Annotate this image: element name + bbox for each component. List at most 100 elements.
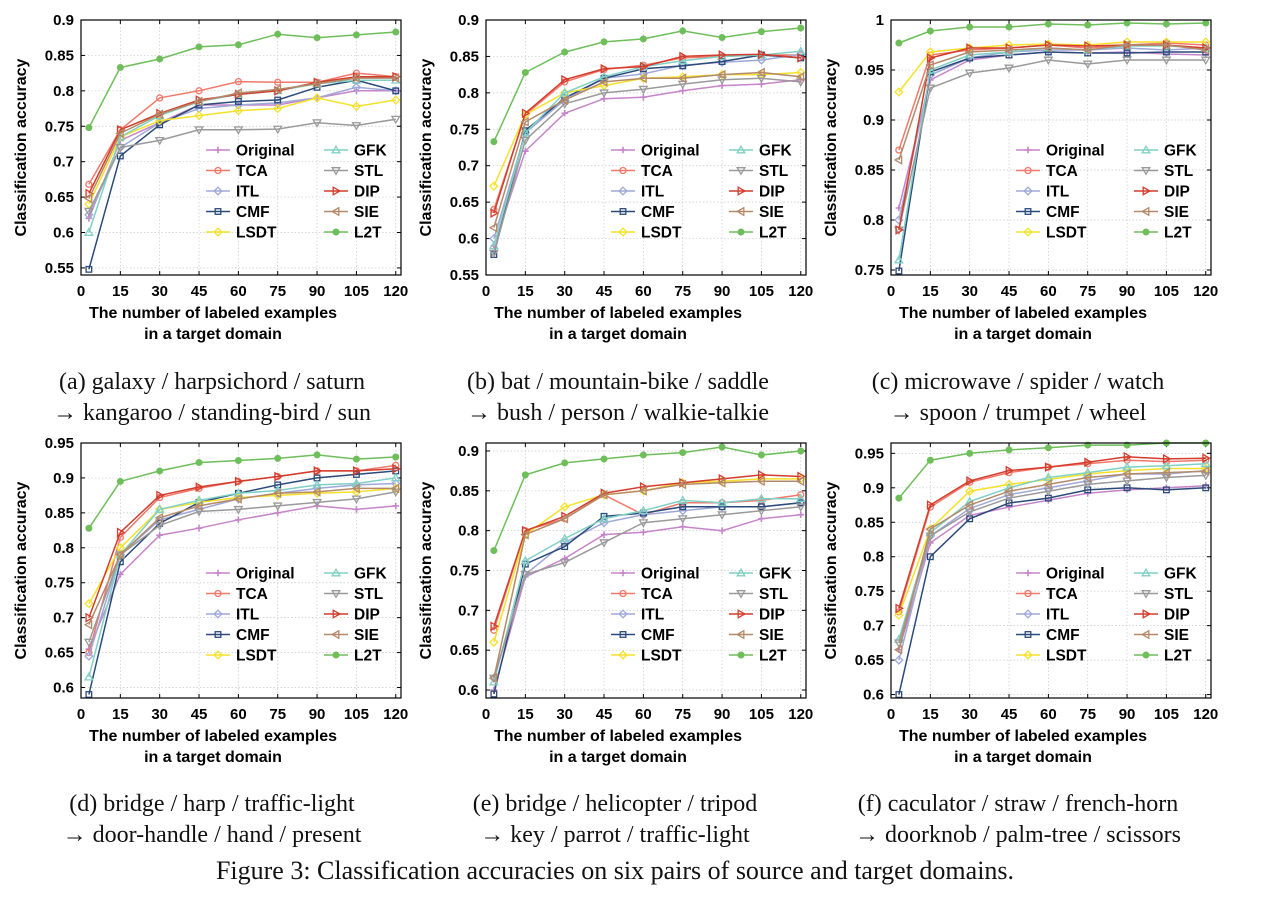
legend-item-gfk: GFK	[729, 566, 793, 583]
legend-swatch-marker	[332, 651, 340, 659]
legend-swatch-marker	[1024, 146, 1032, 154]
data-point-sie	[83, 619, 93, 630]
data-point-l2t	[490, 138, 498, 146]
y-axis-label: Classification accuracy	[823, 481, 840, 659]
legend-label-original: Original	[1046, 566, 1105, 583]
data-point-stl	[83, 207, 94, 217]
data-point-stl	[1082, 480, 1093, 490]
data-point-original	[1005, 503, 1013, 511]
legend-label-sie: SIE	[1164, 627, 1189, 644]
y-tick-label: 0.9	[53, 12, 74, 29]
data-point-stl	[233, 505, 244, 515]
series-line-dip	[493, 474, 801, 627]
x-tick-label: 0	[887, 706, 895, 723]
chart-svg-a: 0.55 0.6 0.65 0.7 0.75 0.8 0.85 0.9 0 15 30 45 60 75 9…	[13, 12, 408, 343]
x-tick-label: 120	[788, 283, 813, 300]
data-point-l2t	[600, 38, 608, 46]
subcaption-a-line1: (a) galaxy / harpsichord / saturn	[59, 369, 365, 395]
data-point-cmf	[895, 691, 903, 699]
data-point-sie	[311, 78, 321, 89]
data-point-cmf	[392, 87, 400, 95]
y-tick-label: 0.8	[53, 540, 74, 557]
data-point-sie	[83, 193, 93, 204]
data-point-itl	[756, 55, 767, 65]
x-tick-label: 0	[482, 283, 490, 300]
legend-item-lsdt: LSDT	[611, 648, 682, 665]
data-point-l2t	[85, 524, 93, 532]
series-l2t	[490, 24, 805, 146]
y-tick-label: 0.55	[45, 260, 74, 277]
x-tick-label: 75	[674, 706, 691, 723]
data-point-l2t	[195, 43, 203, 51]
legend-label-gfk: GFK	[354, 566, 388, 583]
y-tick-label: 0.75	[45, 575, 74, 592]
y-tick-labels: 0.75 0.8 0.85 0.9 0.95 1	[855, 12, 1211, 279]
y-tick-label: 0.6	[53, 225, 74, 242]
data-point-gfk	[520, 127, 531, 137]
data-point-stl	[677, 80, 688, 90]
x-tick-labels: 0 15 30 45 60 75 90 105 120	[77, 443, 408, 723]
data-point-dip	[313, 466, 323, 476]
data-point-sie	[1043, 479, 1052, 490]
data-point-dip	[156, 490, 165, 501]
legend-swatch-marker	[619, 589, 627, 598]
data-point-original	[561, 109, 568, 117]
data-point-sie	[598, 489, 608, 500]
x-tick-labels: 0 15 30 45 60 75 90 105 120	[887, 20, 1218, 300]
data-point-lsdt	[894, 610, 904, 621]
legend-swatch-marker	[736, 167, 746, 176]
series-group	[893, 439, 1211, 699]
subcaption-f-line2: → doorknob / palm-tree / scissors	[855, 822, 1181, 848]
series-line-lsdt	[88, 487, 396, 605]
legend-item-original: Original	[206, 566, 295, 583]
data-point-lsdt	[391, 95, 401, 105]
y-tick-labels: 0.55 0.6 0.65 0.7 0.75 0.8 0.85 0.9	[45, 12, 401, 277]
legend-swatch-marker	[736, 567, 746, 577]
legend-item-lsdt: LSDT	[1016, 648, 1087, 665]
data-point-sie	[115, 128, 124, 139]
data-point-sie	[1003, 45, 1013, 55]
data-point-dip	[352, 466, 362, 476]
data-point-l2t	[797, 24, 805, 32]
series-sie	[893, 466, 1210, 655]
y-tick-label: 0.6	[458, 682, 479, 699]
data-point-sie	[390, 73, 400, 84]
legend-label-tca: TCA	[641, 586, 673, 603]
data-point-sie	[1161, 40, 1170, 50]
data-point-l2t	[1123, 19, 1131, 27]
series-line-dip	[493, 53, 801, 214]
data-point-lsdt	[194, 110, 204, 121]
data-point-sie	[154, 512, 164, 523]
legend-swatch-marker	[1141, 144, 1151, 154]
data-point-dip	[490, 621, 499, 632]
data-point-dip	[490, 208, 499, 218]
data-point-gfk	[390, 472, 401, 482]
data-point-lsdt	[559, 502, 570, 512]
data-point-l2t	[352, 455, 360, 463]
series-dip	[895, 451, 1211, 614]
data-point-dip	[1005, 465, 1015, 476]
x-axis-label-line: in a target domain	[549, 749, 687, 766]
legend-item-stl: STL	[324, 586, 383, 603]
data-point-dip	[1084, 457, 1093, 468]
legend-item-stl: STL	[1134, 586, 1193, 603]
chart-svg-e: 0.6 0.65 0.7 0.75 0.8 0.85 0.9 0 15 30 45 60 75 90 105…	[418, 442, 813, 766]
legend-label-dip: DIP	[354, 607, 380, 624]
data-point-stl	[756, 74, 767, 84]
y-tick-label: 0.9	[863, 112, 884, 129]
legend-label-dip: DIP	[759, 607, 785, 624]
x-tick-label: 15	[112, 706, 129, 723]
data-point-stl	[194, 126, 204, 135]
data-point-l2t	[926, 456, 934, 464]
data-point-sie	[1082, 45, 1092, 55]
legend-swatch-marker	[619, 631, 627, 638]
plot-frame	[80, 19, 402, 276]
data-point-l2t	[392, 28, 400, 36]
data-point-lsdt	[351, 101, 362, 112]
data-point-l2t	[1162, 20, 1170, 28]
series-sie	[488, 67, 805, 233]
data-point-stl	[115, 144, 126, 153]
plot-frame	[890, 19, 1212, 276]
data-point-tca	[195, 87, 203, 95]
data-point-l2t	[639, 451, 647, 459]
